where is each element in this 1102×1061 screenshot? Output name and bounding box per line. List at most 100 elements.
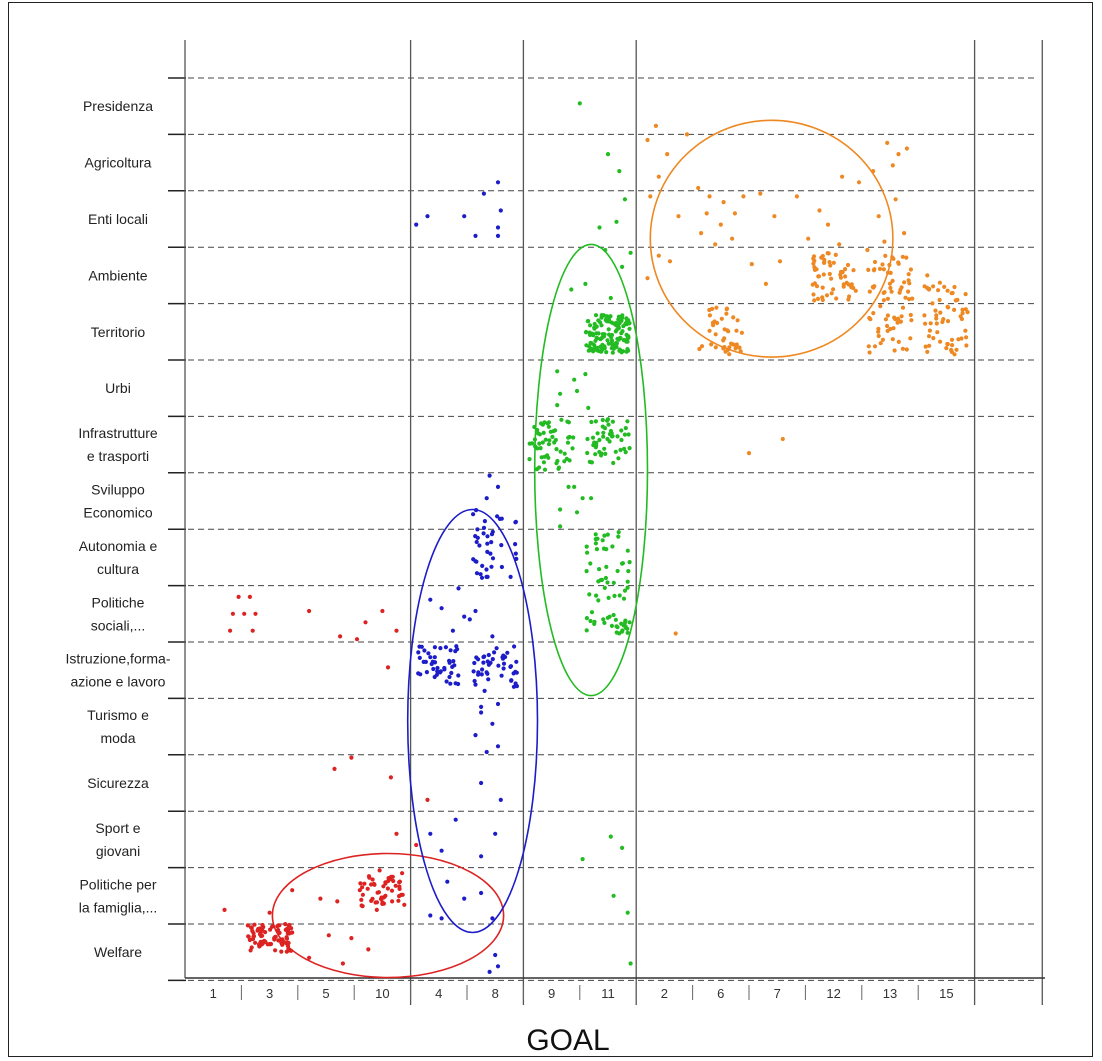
data-point-blue xyxy=(495,180,501,185)
data-point-green xyxy=(593,537,598,542)
data-point-green xyxy=(613,617,619,622)
data-point-orange xyxy=(882,239,887,244)
data-point-green xyxy=(539,421,544,426)
data-point-orange xyxy=(890,278,895,283)
data-point-green xyxy=(588,348,593,353)
data-point-orange xyxy=(816,274,822,279)
data-point-blue xyxy=(490,556,496,561)
data-point-green xyxy=(584,628,589,633)
data-point-orange xyxy=(838,269,844,275)
data-point-orange xyxy=(950,290,955,296)
data-point-orange xyxy=(930,301,935,306)
data-point-blue xyxy=(505,650,510,655)
y-category-label: Ambiente xyxy=(88,267,147,283)
data-point-blue xyxy=(484,496,489,501)
data-point-orange xyxy=(723,349,728,354)
data-point-orange xyxy=(665,152,670,157)
data-point-orange xyxy=(772,214,777,219)
y-category-label: Istruzione,forma- xyxy=(65,651,170,667)
data-point-red xyxy=(250,628,255,633)
data-point-blue xyxy=(495,225,501,230)
data-points xyxy=(222,101,970,975)
data-point-green xyxy=(593,313,599,318)
data-point-blue xyxy=(428,831,433,836)
data-point-orange xyxy=(732,211,738,216)
data-point-green xyxy=(540,440,545,445)
data-point-green xyxy=(597,567,602,572)
data-point-orange xyxy=(713,332,718,337)
data-point-orange xyxy=(734,342,739,347)
data-point-orange xyxy=(908,267,914,272)
data-point-green xyxy=(623,426,628,431)
data-point-orange xyxy=(872,259,878,265)
data-point-orange xyxy=(656,253,661,258)
cluster-ellipse-red xyxy=(271,852,505,979)
data-point-orange xyxy=(724,311,729,316)
data-point-red xyxy=(283,922,288,927)
data-point-green xyxy=(609,623,615,629)
data-point-orange xyxy=(880,337,886,342)
data-point-blue xyxy=(490,529,495,535)
data-point-green xyxy=(604,350,609,355)
data-point-blue xyxy=(480,563,485,569)
data-point-blue xyxy=(472,660,477,666)
data-point-orange xyxy=(963,328,968,333)
data-point-blue xyxy=(479,854,484,859)
data-point-orange xyxy=(895,320,900,325)
data-point-blue xyxy=(499,543,504,548)
data-point-orange xyxy=(946,305,951,310)
data-point-green xyxy=(601,434,606,439)
data-point-blue xyxy=(477,543,482,548)
data-point-green xyxy=(605,615,610,620)
data-point-green xyxy=(623,321,628,326)
data-point-green xyxy=(605,532,610,537)
data-point-green xyxy=(595,431,600,436)
data-point-green xyxy=(627,446,632,451)
data-point-orange xyxy=(645,276,650,281)
data-point-green xyxy=(605,152,611,157)
data-point-blue xyxy=(476,672,481,677)
data-point-orange xyxy=(820,297,825,303)
data-point-orange xyxy=(893,317,898,322)
data-point-orange xyxy=(906,272,911,277)
data-point-blue xyxy=(453,817,458,822)
data-point-red xyxy=(367,875,372,880)
data-point-orange xyxy=(952,352,957,357)
data-point-green xyxy=(595,336,600,341)
data-point-orange xyxy=(828,263,833,268)
data-point-green xyxy=(626,318,631,323)
data-point-orange xyxy=(709,342,714,347)
data-point-blue xyxy=(453,681,458,686)
data-point-orange xyxy=(883,253,888,258)
data-point-blue xyxy=(485,671,490,676)
data-point-orange xyxy=(900,305,906,310)
data-point-orange xyxy=(877,266,883,271)
data-point-orange xyxy=(931,336,936,341)
data-point-orange xyxy=(758,191,763,196)
data-point-green xyxy=(555,403,560,408)
data-point-orange xyxy=(867,350,872,355)
data-point-red xyxy=(272,937,277,942)
data-point-red xyxy=(385,665,391,670)
data-point-green xyxy=(571,435,576,440)
data-point-orange xyxy=(896,339,901,344)
data-point-blue xyxy=(471,557,476,562)
x-tick-label: 2 xyxy=(661,986,668,1001)
data-point-orange xyxy=(959,316,965,322)
data-point-blue xyxy=(442,667,447,672)
y-category-label: Agricoltura xyxy=(85,155,152,171)
data-point-green xyxy=(592,440,597,445)
data-point-green xyxy=(589,610,595,615)
data-point-green xyxy=(625,419,630,424)
data-point-orange xyxy=(945,341,950,347)
data-point-blue xyxy=(480,667,485,672)
data-point-orange xyxy=(892,348,897,353)
data-point-orange xyxy=(871,311,876,316)
data-point-orange xyxy=(851,268,856,273)
data-point-red xyxy=(389,874,394,879)
data-point-orange xyxy=(906,289,911,294)
data-point-red xyxy=(253,940,258,945)
data-point-green xyxy=(619,350,624,355)
data-point-red xyxy=(332,766,337,772)
data-point-green xyxy=(589,341,594,346)
